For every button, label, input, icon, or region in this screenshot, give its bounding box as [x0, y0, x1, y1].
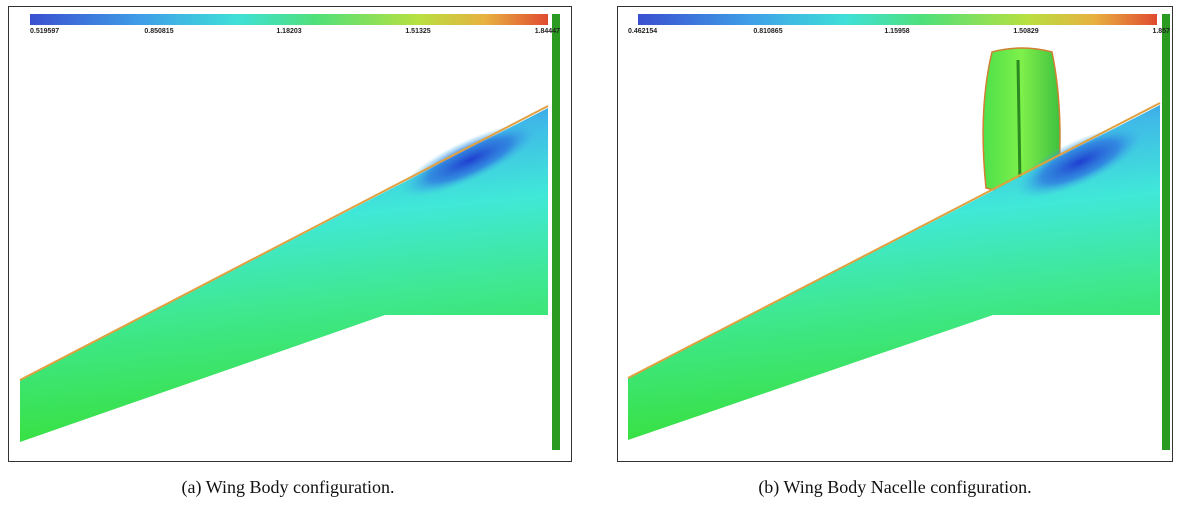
pylon [1016, 59, 1022, 186]
panel-a: 0.519597 0.850815 1.18203 1.51325 1.8444… [8, 6, 572, 498]
caption: (b) Wing Body Nacelle configuration. [758, 477, 1031, 498]
colorbar-label: 1.50829 [1013, 28, 1038, 35]
colorbar [638, 14, 1157, 25]
colorbar-label: 0.462154 [628, 28, 657, 35]
colorbar-label: 0.810865 [753, 28, 782, 35]
colorbar-label: 1.15958 [884, 28, 909, 35]
colorbar-label: 1.857 [1152, 28, 1170, 35]
low-pressure-region [401, 123, 539, 197]
low-pressure-region [1015, 126, 1145, 198]
leading-edge [627, 102, 1161, 379]
fuselage [1162, 14, 1170, 450]
colorbar-label: 1.51325 [405, 28, 430, 35]
colorbar-label: 0.519597 [30, 28, 59, 35]
panel-b: 0.462154 0.810865 1.15958 1.50829 1.857 … [617, 6, 1173, 498]
fuselage [552, 14, 560, 450]
leading-edge [19, 105, 549, 381]
colorbar-label: 0.850815 [144, 28, 173, 35]
colorbar [30, 14, 548, 25]
caption: (a) Wing Body configuration. [182, 477, 395, 498]
colorbar-label: 1.84447 [535, 28, 560, 35]
colorbar-label: 1.18203 [276, 28, 301, 35]
